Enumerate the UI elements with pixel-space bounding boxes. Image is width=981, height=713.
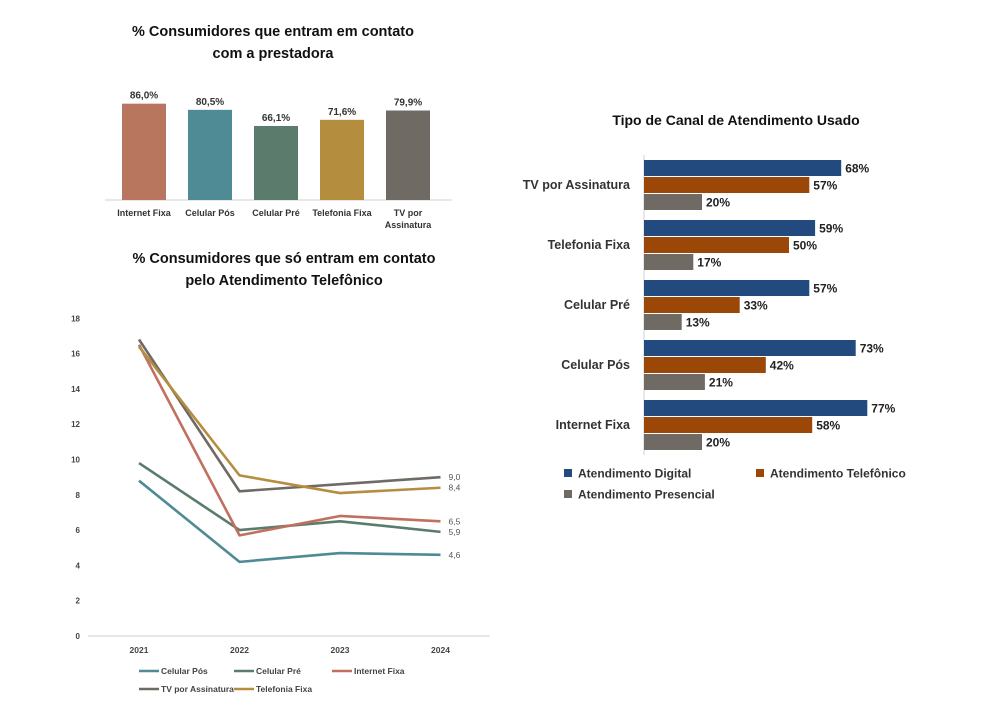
service-channel-bar-chart: Tipo de Canal de Atendimento Usado TV por… <box>523 112 906 502</box>
bar-value-label: 68% <box>845 162 869 176</box>
x-tick-label: 2021 <box>130 645 149 655</box>
series-line <box>138 461 441 534</box>
bar-value-label: 59% <box>819 222 843 236</box>
consumer-contact-bar-chart: % Consumidores que entram em contato com … <box>105 24 452 230</box>
bar-value-label: 80,5% <box>196 97 224 108</box>
y-tick-label: 6 <box>76 526 81 535</box>
y-tick-label: 4 <box>76 561 81 570</box>
bar-value-label: 57% <box>813 282 837 296</box>
y-tick-label: 14 <box>71 385 80 394</box>
y-tick-label: 2 <box>76 597 81 606</box>
legend-label: Atendimento Telefônico <box>770 467 906 481</box>
series-line <box>137 345 441 495</box>
bar-value-label: 20% <box>706 436 730 450</box>
category-label: Telefonia Fixa <box>548 238 631 252</box>
legend-swatch <box>564 469 572 477</box>
bar <box>644 297 740 313</box>
series-end-label: 9,0 <box>449 472 461 482</box>
legend-label: Celular Pré <box>256 666 301 676</box>
chart-title-line: % Consumidores que só entram em contato <box>133 251 436 267</box>
bar <box>644 400 868 416</box>
bar-value-label: 77% <box>871 402 895 416</box>
bar <box>644 160 842 176</box>
legend-label: Atendimento Presencial <box>578 488 715 502</box>
y-tick-label: 16 <box>71 350 80 359</box>
bar <box>644 374 705 390</box>
bar <box>644 237 789 253</box>
bar-value-label: 33% <box>744 299 768 313</box>
bar-value-label: 86,0% <box>130 91 158 102</box>
bar-value-label: 58% <box>816 419 840 433</box>
y-tick-label: 18 <box>71 314 80 323</box>
bar-value-label: 50% <box>793 239 817 253</box>
bar <box>644 194 702 210</box>
chart-title-line: % Consumidores que entram em contato <box>132 24 414 40</box>
series-end-label: 6,5 <box>449 516 461 526</box>
y-tick-label: 10 <box>71 456 80 465</box>
bar <box>644 434 702 450</box>
chart-title: Tipo de Canal de Atendimento Usado <box>612 112 859 128</box>
category-tick-label: Internet Fixa <box>117 208 172 218</box>
y-tick-label: 12 <box>71 420 80 429</box>
category-tick-label: Telefonia Fixa <box>312 208 372 218</box>
bar <box>320 119 364 200</box>
legend-label: Internet Fixa <box>354 666 405 676</box>
bar-value-label: 79,9% <box>394 98 422 109</box>
series-end-label: 8,4 <box>449 483 461 493</box>
series-line <box>138 479 441 564</box>
bar <box>644 220 816 236</box>
phone-only-line-chart: % Consumidores que só entram em contato p… <box>71 251 490 694</box>
x-tick-label: 2022 <box>230 645 249 655</box>
y-tick-label: 0 <box>76 632 81 641</box>
bar <box>188 109 232 200</box>
bar-value-label: 42% <box>770 359 794 373</box>
legend-label: Celular Pós <box>161 666 208 676</box>
bar-value-label: 13% <box>686 316 710 330</box>
bar-value-label: 17% <box>697 256 721 270</box>
bar <box>386 110 430 200</box>
category-label: TV por Assinatura <box>523 178 631 192</box>
bar-value-label: 71,6% <box>328 107 356 118</box>
category-label: Celular Pós <box>561 358 630 372</box>
legend-swatch <box>564 490 572 498</box>
bar <box>644 340 856 356</box>
bar-value-label: 57% <box>813 179 837 193</box>
bar <box>254 125 298 200</box>
bar <box>644 280 810 296</box>
bar <box>644 314 682 330</box>
bar <box>644 417 813 433</box>
legend-swatch <box>756 469 764 477</box>
series-end-label: 4,6 <box>449 550 461 560</box>
chart-title-line: pelo Atendimento Telefônico <box>185 273 383 289</box>
bar-value-label: 21% <box>709 376 733 390</box>
category-tick-label: Assinatura <box>385 220 433 230</box>
x-tick-label: 2024 <box>431 645 450 655</box>
category-tick-label: TV por <box>394 208 423 218</box>
series-line <box>137 344 441 537</box>
legend-label: TV por Assinatura <box>161 684 234 694</box>
bar-value-label: 73% <box>860 342 884 356</box>
y-tick-label: 8 <box>76 491 81 500</box>
bar <box>644 177 810 193</box>
bar <box>644 357 766 373</box>
series-line <box>137 338 441 493</box>
category-label: Celular Pré <box>564 298 630 312</box>
category-tick-label: Celular Pós <box>185 208 235 218</box>
chart-title-line: com a prestadora <box>213 46 335 62</box>
bar-value-label: 66,1% <box>262 113 290 124</box>
category-label: Internet Fixa <box>556 418 631 432</box>
series-end-label: 5,9 <box>449 527 461 537</box>
bar <box>644 254 694 270</box>
bar-value-label: 20% <box>706 196 730 210</box>
x-tick-label: 2023 <box>331 645 350 655</box>
category-tick-label: Celular Pré <box>252 208 300 218</box>
legend-label: Telefonia Fixa <box>256 684 312 694</box>
legend-label: Atendimento Digital <box>578 467 691 481</box>
bar <box>122 103 166 200</box>
